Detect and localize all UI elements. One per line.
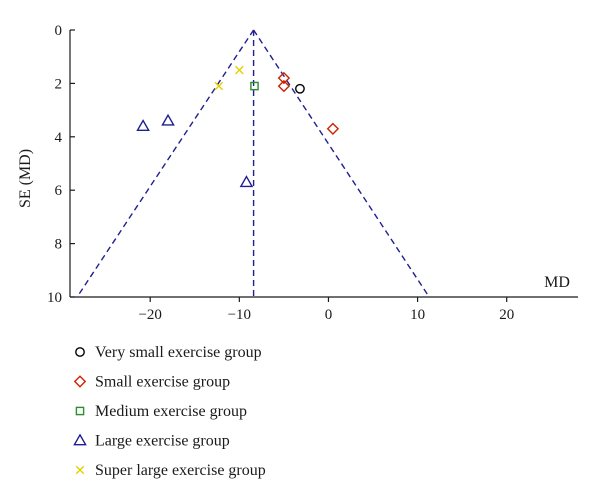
y-tick-label: 8 [55,237,63,253]
legend: Very small exercise group Small exercise … [73,344,266,479]
data-point-x [214,81,224,91]
data-points [136,65,340,188]
data-point-diamond [326,122,340,135]
x-axis-title: MD [544,274,570,291]
y-tick-label: 4 [55,130,63,146]
axes: 0 2 4 6 8 10 −20 −10 0 10 20 SE (MD) MD [17,23,578,323]
series-x [214,65,244,91]
legend-marker-triangle [73,433,87,446]
x-tick-label: −20 [138,307,161,323]
legend-label: Super large exercise group [95,462,266,479]
legend-item: Super large exercise group [75,462,266,479]
legend-marker-diamond [73,375,87,388]
y-tick-label: 6 [55,183,63,199]
series-diamond [277,71,340,135]
legend-marker-square [75,406,85,416]
series-square [250,81,259,91]
data-point-diamond [277,71,291,85]
data-point-square [250,81,259,91]
data-point-triangle [161,113,175,126]
data-point-diamond [277,79,291,93]
x-tick-label: 10 [410,307,425,323]
legend-label: Very small exercise group [95,344,262,361]
funnel-lines [76,29,430,298]
series-circle [295,83,305,94]
y-tick-label: 10 [47,290,62,306]
y-axis-title: SE (MD) [17,149,34,208]
y-tick-label: 2 [55,76,63,92]
legend-item: Medium exercise group [75,403,247,420]
legend-marker-x [75,465,85,475]
legend-label: Large exercise group [95,433,230,450]
series-triangle [136,113,254,188]
data-point-x [235,65,244,75]
x-tick-label: 20 [499,307,514,323]
data-point-triangle [239,175,254,188]
legend-marker-circle [75,347,85,357]
legend-label: Small exercise group [95,374,230,391]
funnel-left-line [76,29,255,298]
data-point-triangle [136,119,150,132]
legend-item: Very small exercise group [75,344,262,361]
x-tick-label: −10 [228,307,251,323]
legend-label: Medium exercise group [95,403,247,420]
legend-item: Large exercise group [73,433,230,450]
legend-item: Small exercise group [73,374,230,391]
data-point-circle [295,83,305,94]
funnel-right-line [253,29,430,298]
y-ticks: 0 2 4 6 8 10 [47,23,75,306]
x-ticks: −20 −10 0 10 20 [138,297,514,323]
x-tick-label: 0 [325,307,333,323]
y-tick-label: 0 [55,23,63,39]
